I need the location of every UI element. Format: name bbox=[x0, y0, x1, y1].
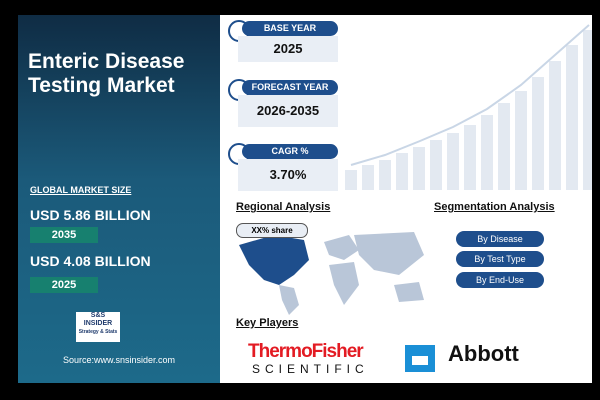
abbott-icon bbox=[405, 345, 435, 372]
right-panel: BASE YEAR 2025 FORECAST YEAR 2026-2035 C… bbox=[220, 15, 592, 383]
segment: By End-Use bbox=[456, 272, 544, 288]
key-players-title: Key Players bbox=[236, 317, 299, 329]
logo: S&S INSIDER Strategy & Stats bbox=[76, 312, 120, 342]
title: Enteric Disease Testing Market bbox=[28, 50, 185, 97]
share-label: XX% share bbox=[236, 223, 308, 238]
logo-text: Strategy & Stats bbox=[78, 329, 118, 335]
market-year: 2025 bbox=[30, 277, 98, 293]
stat-label: CAGR % bbox=[242, 144, 338, 159]
stat-label: BASE YEAR bbox=[242, 21, 338, 36]
stat-value: 2026-2035 bbox=[238, 95, 338, 127]
decor-bars bbox=[345, 24, 592, 190]
market-value: USD 5.86 BILLION bbox=[30, 207, 151, 223]
thermo-logo-sub: SCIENTIFIC bbox=[252, 362, 369, 376]
market-value: USD 4.08 BILLION bbox=[30, 253, 151, 269]
world-map bbox=[239, 232, 424, 315]
thermo-logo: ThermoFisher bbox=[248, 341, 364, 362]
source: Source:www.snsinsider.com bbox=[62, 355, 176, 365]
market-year: 2035 bbox=[30, 227, 98, 243]
stat-value: 3.70% bbox=[238, 159, 338, 191]
abbott-logo: Abbott bbox=[448, 341, 519, 366]
segment: By Test Type bbox=[456, 251, 544, 267]
logo-text: INSIDER bbox=[83, 320, 113, 327]
segment: By Disease bbox=[456, 231, 544, 247]
segmentation-title: Segmentation Analysis bbox=[434, 201, 555, 213]
stat-label: FORECAST YEAR bbox=[242, 80, 338, 95]
logo-text: S&S bbox=[90, 312, 106, 319]
regional-title: Regional Analysis bbox=[236, 201, 331, 213]
stat-value: 2025 bbox=[238, 36, 338, 62]
left-panel: Enteric Disease Testing Market GLOBAL MA… bbox=[18, 15, 220, 383]
market-size-label: GLOBAL MARKET SIZE bbox=[30, 185, 132, 195]
